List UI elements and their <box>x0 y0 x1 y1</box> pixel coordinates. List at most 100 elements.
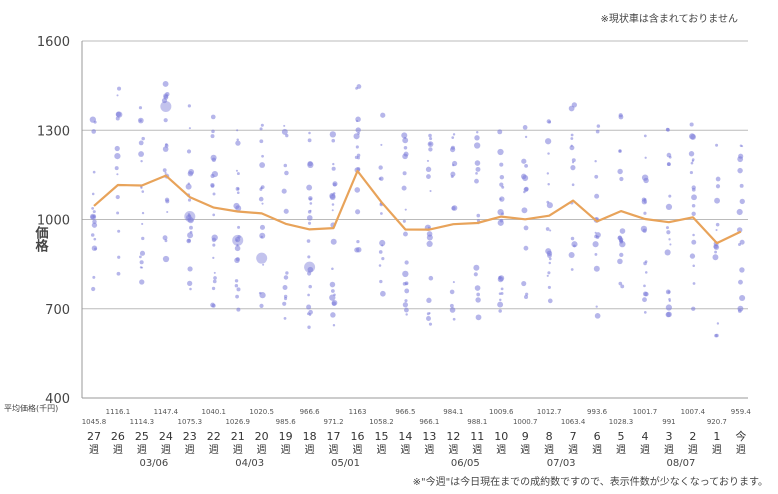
scatter-point <box>426 297 432 303</box>
scatter-point <box>259 224 266 230</box>
scatter-point <box>92 215 96 219</box>
scatter-point <box>309 202 313 205</box>
scatter-point <box>187 280 193 287</box>
scatter-point <box>521 173 527 180</box>
scatter-point <box>501 212 504 216</box>
scatter-point <box>715 333 719 338</box>
scatter-point <box>381 244 384 247</box>
scatter-point <box>618 114 624 120</box>
scatter-point <box>404 281 409 286</box>
scatter-point <box>571 158 576 163</box>
scatter-point <box>521 207 528 214</box>
scatter-point <box>402 302 409 308</box>
scatter-point <box>618 281 623 286</box>
scatter-point <box>91 206 95 210</box>
week-suffix: 週 <box>305 444 315 456</box>
scatter-point <box>403 231 408 237</box>
scatter-point <box>524 186 529 192</box>
scatter-point <box>665 304 672 311</box>
scatter-point <box>260 235 263 239</box>
scatter-point <box>568 105 575 112</box>
scatter-point <box>404 299 408 303</box>
scatter-point <box>281 188 287 194</box>
scatter-point <box>333 192 336 195</box>
scatter-point <box>668 194 672 198</box>
scatter-point <box>356 153 361 158</box>
scatter-point <box>234 245 241 252</box>
avg-price-value: 1026.9 <box>225 418 250 426</box>
scatter-point <box>474 178 479 184</box>
y-axis-title: 価格 <box>33 225 50 253</box>
scatter-point <box>714 197 720 204</box>
scatter-point <box>594 193 600 199</box>
scatter-point <box>619 176 624 182</box>
scatter-point <box>210 114 216 120</box>
scatter-point <box>90 233 95 237</box>
scatter-point <box>739 198 745 205</box>
scatter-point <box>428 147 433 152</box>
scatter-point <box>713 244 718 249</box>
scatter-point <box>189 230 193 234</box>
week-suffix: 週 <box>496 444 506 456</box>
scatter-point <box>739 294 746 302</box>
scatter-point <box>189 287 192 291</box>
scatter-point <box>116 211 120 215</box>
week-label: 24 <box>159 430 173 443</box>
week-label: 25 <box>135 430 149 443</box>
avg-price-value: 991 <box>662 418 675 426</box>
scatter-point <box>547 285 551 289</box>
scatter-point <box>331 166 336 171</box>
scatter-point <box>162 168 167 173</box>
week-suffix: 週 <box>592 444 602 456</box>
scatter-point <box>691 204 696 208</box>
scatter-point <box>330 289 335 293</box>
scatter-point <box>355 127 361 133</box>
week-label: 26 <box>111 430 125 443</box>
scatter-point <box>426 316 431 321</box>
scatter-point <box>236 307 241 312</box>
avg-price-value: 1040.1 <box>202 408 227 416</box>
scatter-point <box>643 311 647 314</box>
scatter-point-large <box>160 100 172 112</box>
scatter-point <box>210 134 215 139</box>
avg-price-value: 988.1 <box>467 418 487 426</box>
scatter-point <box>141 211 145 215</box>
scatter-point <box>164 171 167 174</box>
scatter-point <box>379 279 383 284</box>
scatter-point <box>117 86 122 91</box>
scatter-point <box>261 202 264 205</box>
scatter-point <box>92 170 96 174</box>
scatter-point <box>475 166 481 172</box>
scatter-point <box>234 279 239 283</box>
scatter-point <box>308 309 313 315</box>
scatter-point <box>356 84 362 89</box>
scatter-point <box>187 170 194 177</box>
scatter-point <box>737 167 743 174</box>
scatter-point <box>188 127 191 130</box>
scatter-point <box>237 225 241 229</box>
scatter-point <box>138 106 143 110</box>
scatter-point <box>643 201 647 204</box>
scatter-point <box>212 213 216 217</box>
scatter-point <box>260 185 265 190</box>
scatter-point <box>115 111 122 117</box>
scatter-point <box>547 183 550 186</box>
scatter-point <box>165 199 170 204</box>
scatter-point <box>234 257 240 264</box>
avg-price-value: 1045.8 <box>82 418 107 426</box>
week-suffix: 週 <box>568 444 578 456</box>
week-suffix: 週 <box>257 444 267 456</box>
scatter-point <box>450 175 454 179</box>
scatter-point <box>402 219 406 223</box>
scatter-point <box>284 170 289 176</box>
scatter-point <box>475 172 478 175</box>
scatter-point <box>571 241 578 248</box>
scatter-point <box>429 137 433 141</box>
scatter-point <box>116 173 119 176</box>
week-label: 16 <box>351 430 365 443</box>
scatter-point <box>692 233 695 237</box>
week-suffix: 週 <box>209 444 219 456</box>
week-label: 12 <box>446 430 460 443</box>
scatter-point <box>569 145 575 151</box>
avg-price-value: 1063.4 <box>561 418 586 426</box>
